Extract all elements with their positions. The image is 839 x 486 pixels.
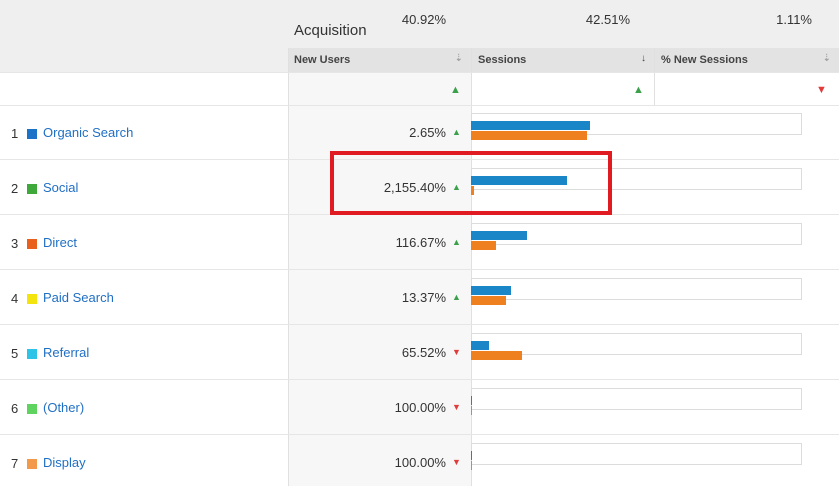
column-header-label: New Users	[294, 54, 351, 66]
sessions-bar-current	[471, 176, 567, 185]
sessions-bar-previous	[471, 131, 587, 140]
sessions-bar-track	[471, 278, 802, 300]
up-arrow-icon: ▲	[452, 182, 461, 192]
up-arrow-icon: ▲	[452, 292, 461, 302]
new-users-change: 2.65%	[409, 125, 446, 140]
table-row: 1 Organic Search 2.65% ▲	[0, 105, 839, 160]
sort-icon[interactable]: ↓	[641, 53, 646, 64]
new-users-change: 100.00%	[394, 400, 446, 415]
column-header-new-users[interactable]: New Users ⇣	[288, 48, 471, 72]
column-header-label: % New Sessions	[661, 54, 748, 66]
channel-color-swatch	[27, 294, 37, 304]
sessions-bar-current	[471, 286, 511, 295]
down-arrow-icon: ▼	[452, 457, 461, 467]
table-row: 4 Paid Search 13.37% ▲	[0, 270, 839, 325]
divider	[288, 48, 289, 486]
divider	[654, 48, 655, 106]
channel-link[interactable]: (Other)	[43, 400, 85, 415]
sort-icon[interactable]: ⇣	[822, 53, 831, 64]
sessions-bar-current	[471, 231, 527, 240]
section-title: Acquisition	[294, 22, 367, 39]
highlight-box	[330, 151, 612, 215]
row-index: 3	[11, 236, 19, 251]
channel-link[interactable]: Social	[43, 180, 79, 195]
divider	[0, 269, 839, 270]
new-users-change: 13.37%	[401, 290, 446, 305]
divider	[0, 105, 839, 106]
sessions-bar-previous	[471, 406, 472, 415]
channel-color-swatch	[27, 404, 37, 414]
channel-link[interactable]: Organic Search	[43, 125, 134, 140]
up-arrow-icon: ▲	[452, 237, 461, 247]
channel-color-swatch	[27, 239, 37, 249]
up-arrow-icon: ▲	[633, 84, 644, 96]
row-index: 7	[11, 456, 19, 471]
divider	[471, 48, 472, 486]
sessions-bar-previous	[471, 296, 506, 305]
sessions-bar-current	[471, 341, 489, 350]
down-arrow-icon: ▼	[452, 402, 461, 412]
total-sessions: 42.51%	[585, 12, 630, 27]
down-arrow-icon: ▼	[452, 347, 461, 357]
channel-link[interactable]: Direct	[43, 235, 77, 250]
table-row: 3 Direct 116.67% ▲	[0, 215, 839, 270]
sessions-bar-previous	[471, 186, 474, 195]
channel-color-swatch	[27, 459, 37, 469]
row-index: 2	[11, 181, 19, 196]
channel-link[interactable]: Referral	[43, 345, 90, 360]
table-row: 7 Display 100.00% ▼	[0, 435, 839, 486]
up-arrow-icon: ▲	[452, 127, 461, 137]
new-users-change: 2,155.40%	[383, 180, 446, 195]
row-index: 5	[11, 346, 19, 361]
divider	[0, 434, 839, 435]
down-arrow-icon: ▼	[816, 84, 827, 96]
row-index: 4	[11, 291, 19, 306]
sessions-bar-current	[471, 121, 590, 130]
column-header-pct-new-sessions[interactable]: % New Sessions ⇣	[655, 48, 839, 72]
channel-link[interactable]: Display	[43, 455, 86, 470]
divider	[0, 379, 839, 380]
divider	[0, 159, 839, 160]
column-header-label: Sessions	[478, 54, 527, 66]
header-band	[0, 0, 839, 48]
sessions-bar-current	[471, 396, 472, 405]
sessions-bar-current	[471, 451, 472, 460]
table-row: 5 Referral 65.52% ▼	[0, 325, 839, 380]
new-users-change: 100.00%	[394, 455, 446, 470]
sessions-bar-previous	[471, 351, 522, 360]
channel-link[interactable]: Paid Search	[43, 290, 114, 305]
sessions-bar-previous	[471, 241, 496, 250]
sessions-bar-track	[471, 443, 802, 465]
new-users-column	[288, 0, 471, 486]
column-header-sessions[interactable]: Sessions ↓	[472, 48, 654, 72]
new-users-change: 65.52%	[401, 345, 446, 360]
channel-color-swatch	[27, 129, 37, 139]
label-header-band	[0, 48, 288, 72]
total-pct-new-sessions: 1.11%	[776, 12, 812, 27]
sessions-bar-track	[471, 388, 802, 410]
total-new-users: 40.92%	[401, 12, 446, 27]
up-arrow-icon: ▲	[450, 84, 461, 96]
new-users-change: 116.67%	[395, 235, 446, 250]
divider	[0, 324, 839, 325]
sessions-bar-previous	[471, 461, 472, 470]
channel-color-swatch	[27, 184, 37, 194]
divider	[0, 72, 839, 73]
sort-icon[interactable]: ⇣	[454, 53, 463, 64]
channel-color-swatch	[27, 349, 37, 359]
table-row: 6 (Other) 100.00% ▼	[0, 380, 839, 435]
row-index: 1	[11, 126, 19, 141]
row-index: 6	[11, 401, 19, 416]
